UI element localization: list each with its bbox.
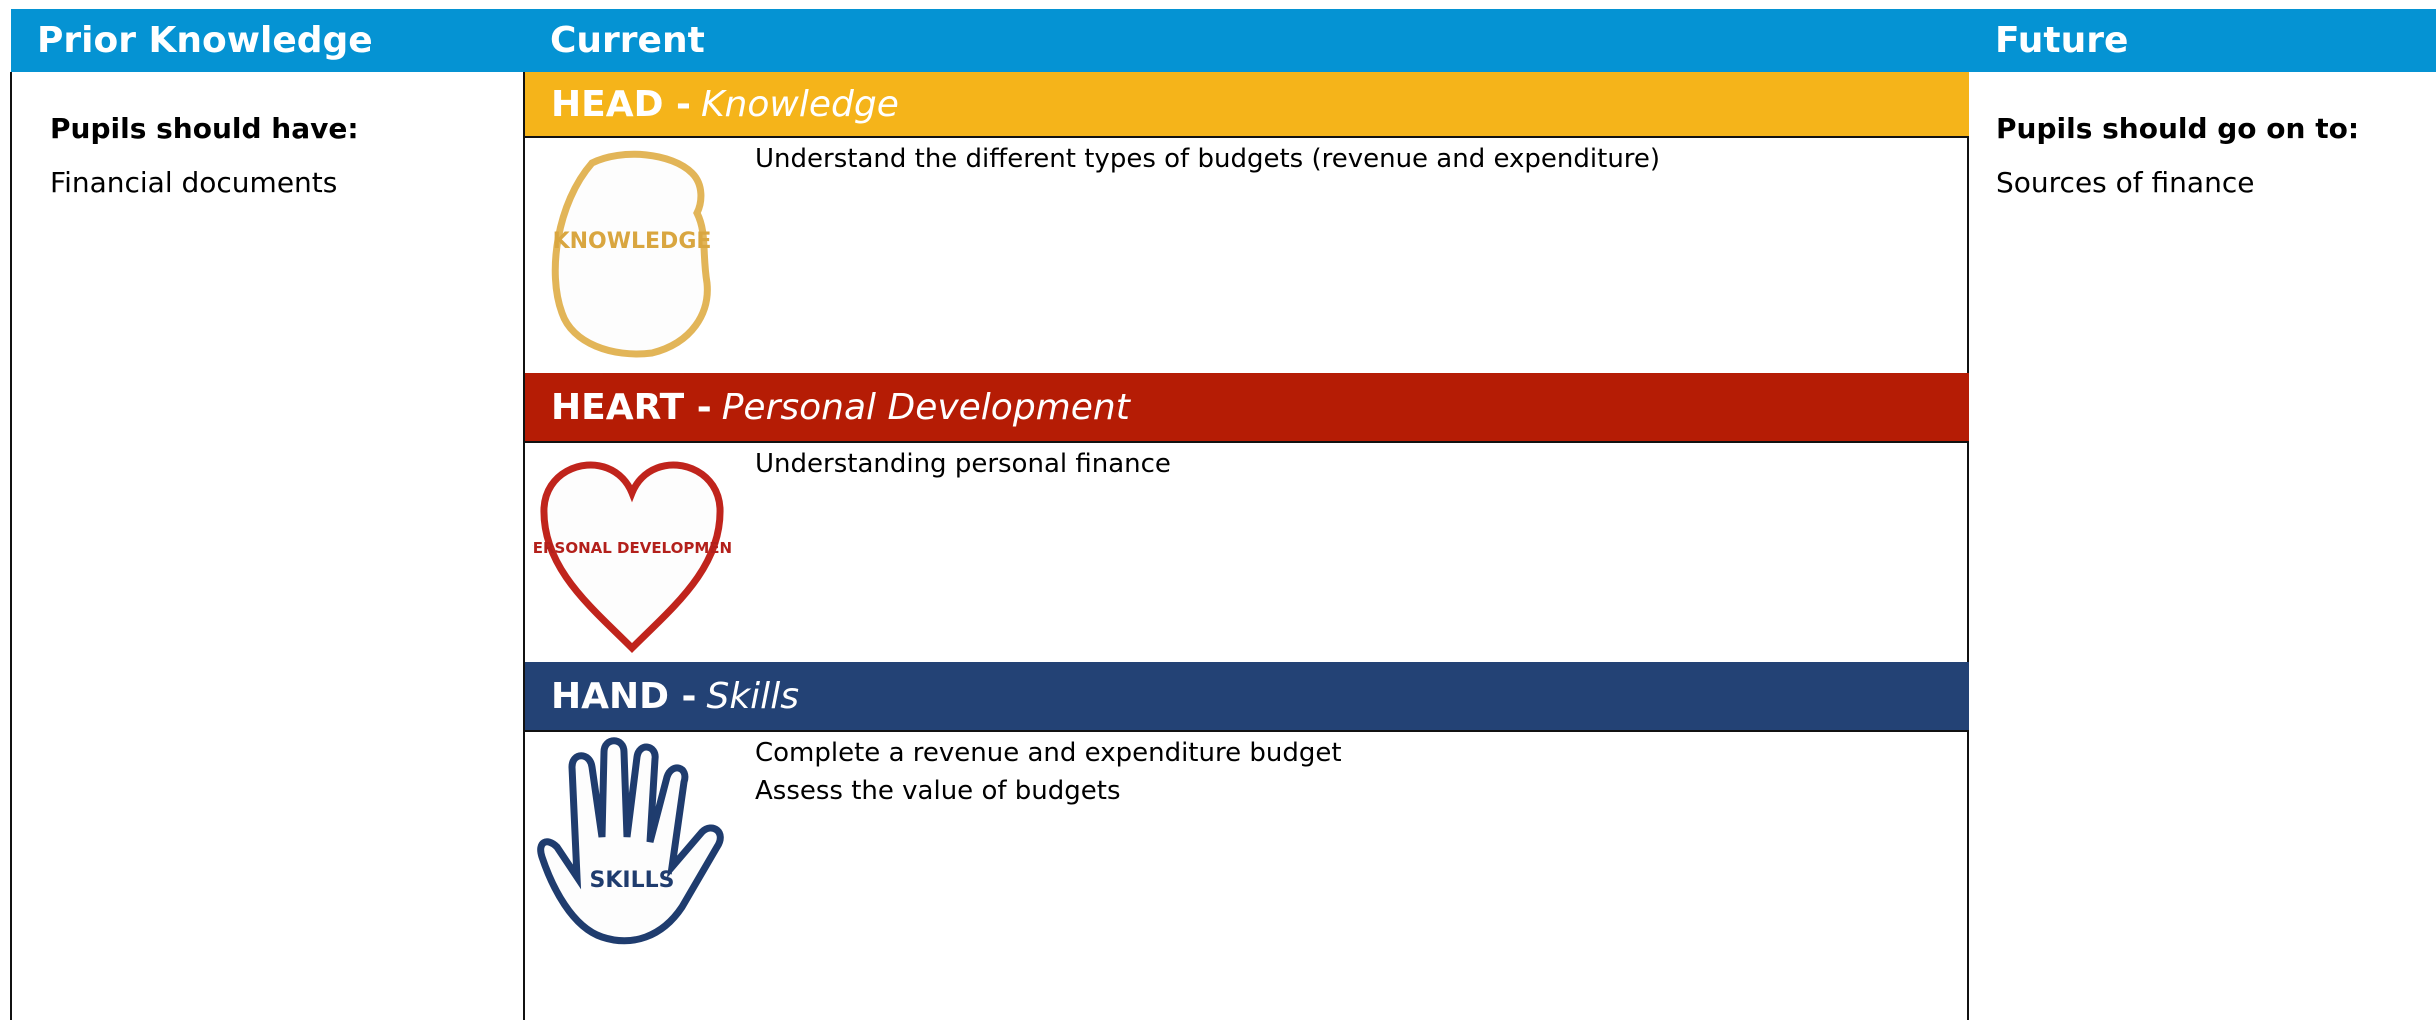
section-bar: HEART - Personal Development [525,373,1969,443]
current-column [523,72,1969,1020]
icon-label: KNOWLEDGE [553,229,712,254]
section-title-bold: HEAD - [551,84,691,125]
icon-outline [540,461,724,653]
section-title-italic: Personal Development [721,387,1130,428]
section-icon: SKILLS [537,737,724,945]
section-title-italic: Skills [706,676,799,717]
section-item: Understanding personal finance [755,449,1171,479]
section-item: Understand the different types of budget… [755,144,1661,174]
section-item: Assess the value of budgets [755,776,1121,806]
future-header: Future [1969,9,2436,72]
section-icon: KNOWLEDGE [551,150,712,358]
section-bar: HAND - Skills [525,662,1969,732]
icon-label: SKILLS [590,868,675,893]
prior-column [10,72,524,1020]
prior-subheading: Pupils should have: [50,112,359,145]
section-title-bold: HAND - [551,676,697,717]
prior-header: Prior Knowledge [11,9,524,72]
prior-item: Financial documents [50,166,338,199]
section-title-bold: HEART - [551,387,712,428]
section-item: Complete a revenue and expenditure budge… [755,738,1342,768]
section-bar: HEAD - Knowledge [525,72,1969,138]
section-icon: PERSONAL DEVELOPMENT [532,461,732,653]
section-title-italic: Knowledge [700,84,899,125]
icon-outline [537,737,724,945]
future-item: Sources of finance [1996,166,2255,199]
icon-outline [551,150,711,358]
future-column [1967,72,2436,1020]
current-header: Current [524,9,1969,72]
icon-label: PERSONAL DEVELOPMENT [532,539,732,557]
future-subheading: Pupils should go on to: [1996,112,2360,145]
